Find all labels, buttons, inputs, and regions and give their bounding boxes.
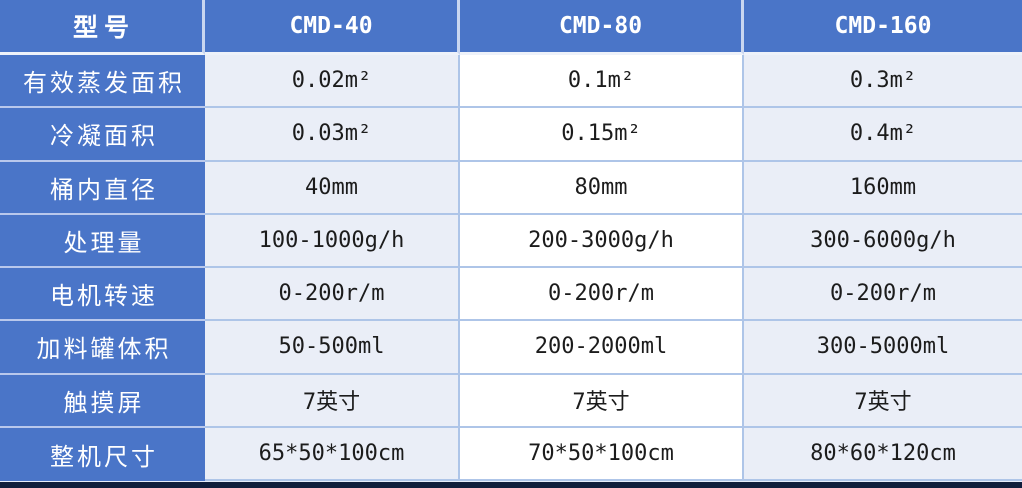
spec-value-cell: 7英寸 — [460, 374, 744, 428]
spec-value-cell: 80*60*120cm — [744, 427, 1022, 481]
row-label-touchscreen: 触摸屏 — [0, 374, 205, 428]
spec-value-cell: 80mm — [460, 161, 744, 215]
row-label-evaporation-area: 有效蒸发面积 — [0, 55, 205, 109]
row-label-condensation-area: 冷凝面积 — [0, 108, 205, 162]
row-label-throughput: 处理量 — [0, 214, 205, 268]
spec-value-cell: 40mm — [205, 161, 460, 215]
spec-value-cell: 0.4m² — [744, 108, 1022, 162]
spec-value-cell: 7英寸 — [205, 374, 460, 428]
spec-value-cell: 200-3000g/h — [460, 214, 744, 268]
row-label-overall-size: 整机尺寸 — [0, 427, 205, 481]
spec-value-cell: 0.1m² — [460, 55, 744, 109]
spec-value-cell: 0.15m² — [460, 108, 744, 162]
col-header-cmd-40: CMD-40 — [205, 0, 460, 55]
spec-value-cell: 0.02m² — [205, 55, 460, 109]
bottom-divider — [0, 481, 1022, 488]
col-header-cmd-80: CMD-80 — [460, 0, 744, 55]
spec-value-cell: 100-1000g/h — [205, 214, 460, 268]
col-header-cmd-160: CMD-160 — [744, 0, 1022, 55]
spec-value-cell: 65*50*100cm — [205, 427, 460, 481]
spec-value-cell: 200-2000ml — [460, 321, 744, 375]
row-label-motor-speed: 电机转速 — [0, 268, 205, 322]
spec-value-cell: 300-6000g/h — [744, 214, 1022, 268]
spec-value-cell: 160mm — [744, 161, 1022, 215]
spec-value-cell: 7英寸 — [744, 374, 1022, 428]
spec-value-cell: 0-200r/m — [205, 268, 460, 322]
spec-value-cell: 0-200r/m — [460, 268, 744, 322]
spec-value-cell: 300-5000ml — [744, 321, 1022, 375]
spec-value-cell: 50-500ml — [205, 321, 460, 375]
spec-value-cell: 0-200r/m — [744, 268, 1022, 322]
spec-value-cell: 70*50*100cm — [460, 427, 744, 481]
spec-value-cell: 0.3m² — [744, 55, 1022, 109]
row-label-feed-tank-volume: 加料罐体积 — [0, 321, 205, 375]
row-label-barrel-diameter: 桶内直径 — [0, 161, 205, 215]
spec-value-cell: 0.03m² — [205, 108, 460, 162]
col-header-model-label: 型号 — [0, 0, 205, 55]
